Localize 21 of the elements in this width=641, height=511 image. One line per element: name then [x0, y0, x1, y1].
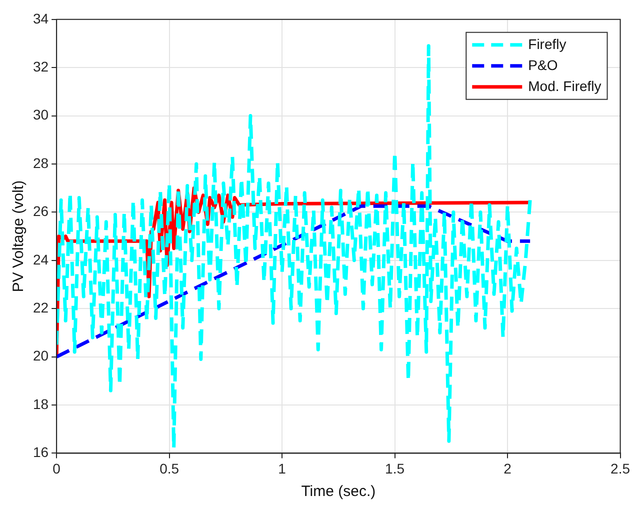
x-tick-label: 1 [278, 460, 286, 476]
y-tick-label: 24 [32, 251, 49, 268]
legend-label: Mod. Firefly [528, 78, 602, 94]
y-tick-label: 28 [32, 154, 49, 171]
y-tick-label: 34 [32, 10, 49, 26]
legend-label: P&O [528, 56, 558, 73]
x-tick-label: 0.5 [160, 460, 180, 476]
y-tick-label: 16 [32, 444, 49, 460]
x-tick-label: 1.5 [385, 460, 405, 476]
legend-label: Firefly [528, 36, 566, 52]
y-axis-title: PV Voltage (volt) [10, 180, 28, 292]
y-tick-label: 20 [32, 348, 49, 364]
y-tick-label: 30 [32, 106, 49, 123]
y-tick-label: 18 [32, 396, 49, 412]
x-tick-label: 2.5 [610, 460, 630, 476]
x-tick-label: 2 [504, 460, 512, 476]
y-tick-label: 26 [32, 203, 49, 220]
x-tick-label: 0 [52, 460, 61, 476]
y-tick-label: 22 [32, 299, 49, 316]
x-axis-title: Time (sec.) [301, 483, 376, 500]
y-tick-label: 32 [32, 58, 49, 74]
